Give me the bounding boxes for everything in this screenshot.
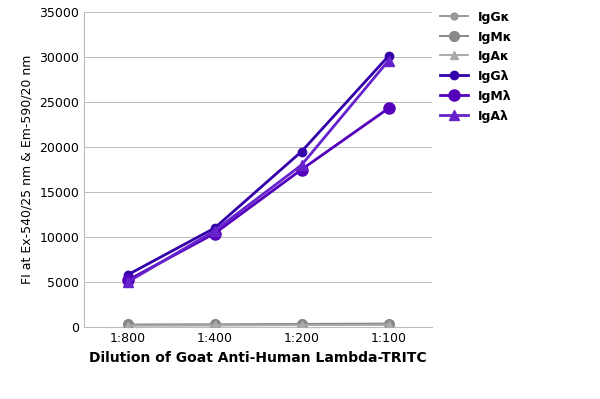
Line: IgGκ: IgGκ <box>124 321 392 329</box>
IgAλ <box>124 280 131 284</box>
IgAκ <box>298 323 305 328</box>
IgGκ <box>385 322 392 327</box>
IgGλ <box>211 226 218 231</box>
IgAλ <box>211 228 218 233</box>
IgMκ <box>298 322 305 326</box>
IgGλ <box>385 54 392 59</box>
IgMκ <box>385 321 392 326</box>
IgMλ <box>385 106 392 111</box>
IgGκ <box>298 322 305 327</box>
IgMκ <box>211 322 218 327</box>
IgGλ <box>298 149 305 154</box>
Line: IgAκ: IgAκ <box>124 321 392 330</box>
IgAκ <box>124 323 131 328</box>
IgMλ <box>211 231 218 236</box>
Y-axis label: FI at Ex-540/25 nm & Em-590/20 nm: FI at Ex-540/25 nm & Em-590/20 nm <box>21 55 34 284</box>
IgAλ <box>298 163 305 168</box>
IgAκ <box>385 322 392 327</box>
Line: IgMκ: IgMκ <box>122 319 394 329</box>
Line: IgAλ: IgAλ <box>122 56 394 287</box>
IgAλ <box>385 58 392 63</box>
Line: IgGλ: IgGλ <box>124 52 392 279</box>
Line: IgMλ: IgMλ <box>122 103 394 286</box>
X-axis label: Dilution of Goat Anti-Human Lambda-TRITC: Dilution of Goat Anti-Human Lambda-TRITC <box>89 351 427 365</box>
IgMκ <box>124 322 131 327</box>
Legend: IgGκ, IgMκ, IgAκ, IgGλ, IgMλ, IgAλ: IgGκ, IgMκ, IgAκ, IgGλ, IgMλ, IgAλ <box>436 6 517 128</box>
IgGλ <box>124 273 131 277</box>
IgGκ <box>124 323 131 328</box>
IgGκ <box>211 323 218 328</box>
IgMλ <box>124 278 131 283</box>
IgAκ <box>211 323 218 328</box>
IgMλ <box>298 167 305 172</box>
